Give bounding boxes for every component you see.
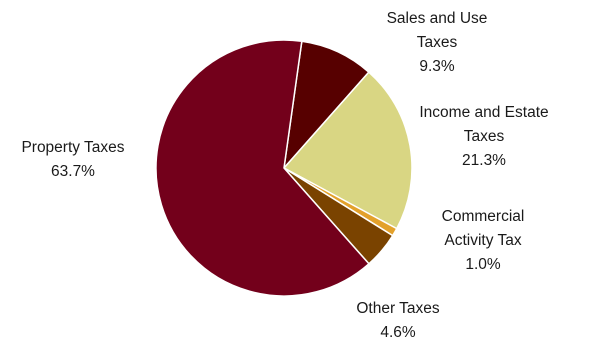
pie-slices: [155, 39, 413, 297]
pie-slice: [155, 39, 370, 297]
slice-value-label: 9.3%: [419, 58, 455, 75]
pie-labels: Sales and Use Taxes 9.3% Income and Estate T…: [21, 10, 548, 341]
slice-label: Property Taxes 63.7%: [21, 139, 124, 180]
slice-name-label: Activity Tax: [444, 232, 521, 249]
slice-label: Income and Estate Taxes 21.3%: [419, 104, 548, 169]
slice-name-label: Income and Estate: [419, 104, 548, 121]
slice-value-label: 4.6%: [380, 324, 416, 341]
slice-name-label: Sales and Use: [387, 10, 488, 27]
slice-name-label: Property Taxes: [21, 139, 124, 156]
pie-slice: [283, 71, 413, 230]
slice-value-label: 21.3%: [462, 152, 506, 169]
slice-value-label: 1.0%: [465, 256, 501, 273]
slice-name-label: Other Taxes: [356, 300, 440, 317]
slice-label: Other Taxes 4.6%: [356, 300, 440, 341]
slice-value-label: 63.7%: [51, 163, 95, 180]
slice-name-label: Commercial: [442, 208, 525, 225]
slice-name-label: Taxes: [464, 128, 505, 145]
slice-label: Sales and Use Taxes 9.3%: [387, 10, 488, 75]
slice-name-label: Taxes: [417, 34, 458, 51]
slice-label: Commercial Activity Tax 1.0%: [442, 208, 525, 273]
